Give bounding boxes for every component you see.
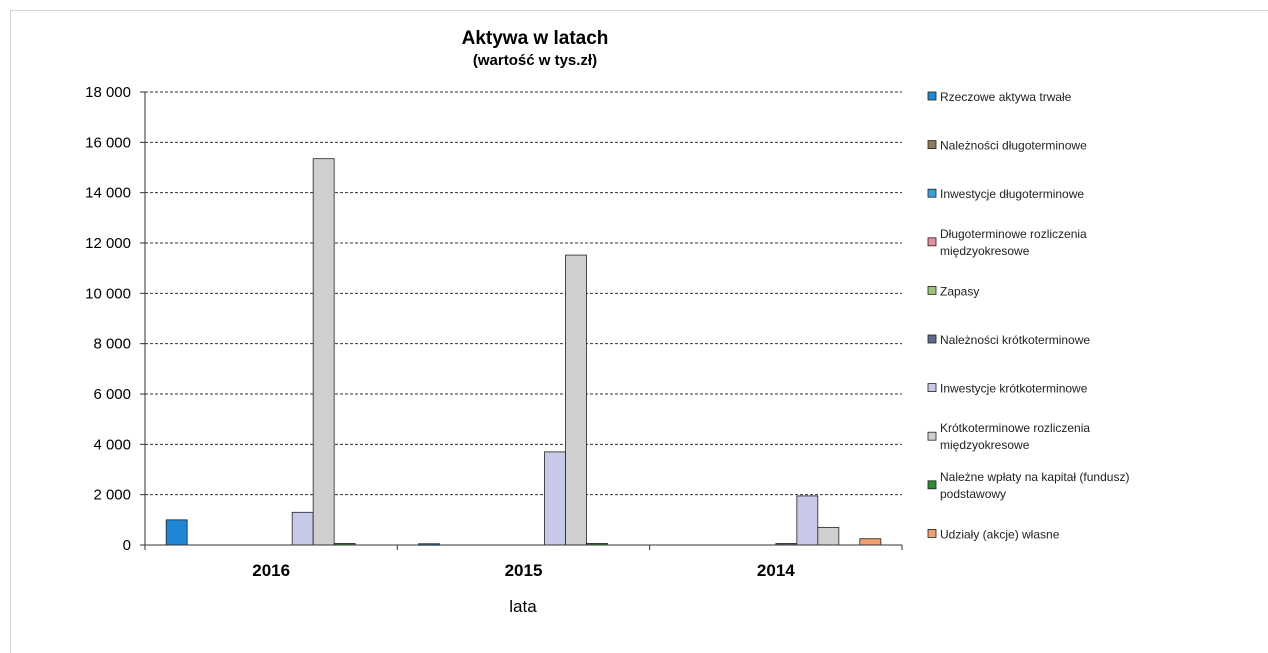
legend-swatch bbox=[927, 334, 937, 344]
chart-frame bbox=[10, 10, 1268, 653]
legend-label: Należności krótkoterminowe bbox=[940, 333, 1090, 347]
bars bbox=[165, 158, 882, 546]
legend-swatch bbox=[927, 529, 937, 538]
legend-swatch bbox=[927, 480, 937, 490]
legend-label: podstawowy bbox=[940, 487, 1006, 501]
bar-2015-series-7 bbox=[544, 451, 566, 546]
legend-swatch bbox=[927, 237, 937, 247]
legend-label: Udziały (akcje) własne bbox=[940, 527, 1060, 541]
bar-2016-series-1 bbox=[165, 519, 188, 546]
legend-item: Należne wpłaty na kapitał (fundusz) podst… bbox=[927, 470, 1129, 501]
legend-swatch bbox=[927, 91, 937, 101]
x-category-label: 2016 bbox=[252, 561, 290, 580]
y-tick-label: 6 000 bbox=[93, 386, 131, 403]
y-tick-label: 16 000 bbox=[85, 134, 131, 151]
legend-label: Zapasy bbox=[940, 284, 979, 298]
axes bbox=[144, 92, 903, 550]
legend-item: Należności krótkoterminowe bbox=[927, 333, 1090, 347]
legend-item: Długoterminowe rozliczenia międzyokresowe bbox=[927, 227, 1087, 258]
legend-swatch bbox=[927, 431, 937, 441]
legend-label: Długoterminowe rozliczenia bbox=[940, 227, 1087, 241]
y-tick-label: 18 000 bbox=[85, 84, 131, 101]
legend-item: Inwestycje krótkoterminowe bbox=[927, 382, 1088, 396]
x-axis-label: lata bbox=[509, 597, 537, 616]
y-tick-label: 8 000 bbox=[93, 336, 131, 353]
legend: Rzeczowe aktywa trwałe Należności długote… bbox=[927, 90, 1129, 541]
bar-2014-series-8 bbox=[817, 526, 840, 546]
legend-label: Należne wpłaty na kapitał (fundusz) bbox=[940, 470, 1129, 484]
legend-swatch bbox=[927, 188, 937, 198]
legend-item: Należności długoterminowe bbox=[927, 139, 1087, 153]
bar-2014-series-10 bbox=[859, 538, 882, 546]
x-axis-categories: 2016 2015 2014 bbox=[252, 561, 795, 580]
legend-label: Inwestycje długoterminowe bbox=[940, 187, 1084, 201]
chart-subtitle: (wartość w tys.zł) bbox=[473, 52, 597, 69]
legend-item: Zapasy bbox=[927, 284, 979, 298]
y-tick-label: 14 000 bbox=[85, 185, 131, 202]
legend-item: Krótkoterminowe rozliczenia międzyokresow… bbox=[927, 421, 1090, 452]
y-tick-label: 4 000 bbox=[93, 436, 131, 453]
legend-item: Inwestycje długoterminowe bbox=[927, 187, 1084, 201]
legend-item: Udziały (akcje) własne bbox=[927, 527, 1060, 541]
gridlines bbox=[145, 91, 902, 496]
y-tick-label: 10 000 bbox=[85, 285, 131, 302]
y-tick-label: 0 bbox=[123, 537, 131, 554]
x-category-label: 2015 bbox=[505, 561, 543, 580]
x-category-label: 2014 bbox=[757, 561, 795, 580]
bar-2016-series-8 bbox=[312, 158, 335, 546]
legend-label: Krótkoterminowe rozliczenia bbox=[940, 421, 1090, 435]
legend-label: Rzeczowe aktywa trwałe bbox=[940, 90, 1072, 104]
legend-swatch bbox=[927, 383, 937, 393]
y-tick-label: 2 000 bbox=[93, 487, 131, 504]
chart-title: Aktywa w latach bbox=[462, 28, 609, 49]
legend-label: międzyokresowe bbox=[940, 438, 1030, 452]
y-tick-label: 12 000 bbox=[85, 235, 131, 252]
bar-2015-series-8 bbox=[565, 254, 587, 546]
legend-label: Inwestycje krótkoterminowe bbox=[940, 382, 1088, 396]
legend-swatch bbox=[927, 285, 937, 295]
legend-item: Rzeczowe aktywa trwałe bbox=[927, 90, 1072, 104]
legend-swatch bbox=[927, 140, 937, 150]
legend-label: Należności długoterminowe bbox=[940, 139, 1087, 153]
bar-2014-series-7 bbox=[796, 495, 819, 546]
bar-2016-series-7 bbox=[291, 511, 314, 546]
y-axis-ticks: 0 2 000 4 000 6 000 8 000 10 000 12 000 14 000 1… bbox=[85, 84, 145, 554]
legend-label: międzyokresowe bbox=[940, 244, 1030, 258]
